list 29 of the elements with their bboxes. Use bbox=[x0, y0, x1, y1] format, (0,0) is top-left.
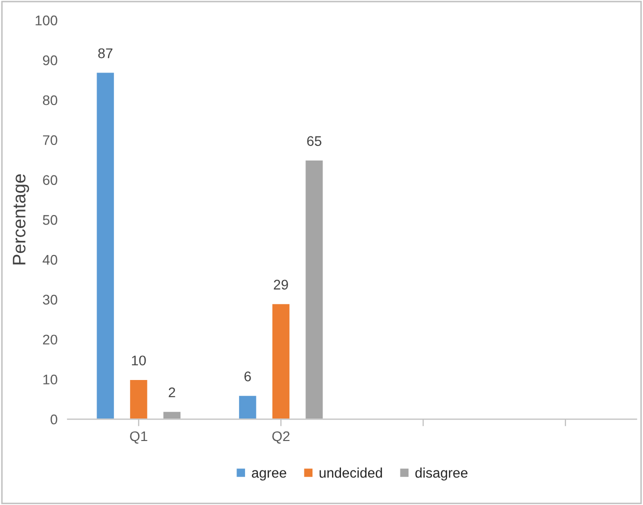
y-tick-label: 100 bbox=[36, 16, 58, 26]
y-tick-label: 0 bbox=[50, 414, 58, 424]
y-tick-label: 90 bbox=[42, 55, 58, 66]
y-tick-label: 60 bbox=[43, 175, 58, 185]
data-label: 87 bbox=[98, 48, 112, 58]
x-tick-label: Q1 bbox=[130, 431, 148, 444]
data-label: 65 bbox=[307, 136, 322, 146]
bar bbox=[95, 71, 116, 420]
y-tick-label: 30 bbox=[42, 294, 58, 305]
bar bbox=[270, 302, 291, 420]
x-tick-label: Q2 bbox=[272, 431, 290, 444]
y-tick-label: 40 bbox=[42, 254, 58, 265]
data-label: 29 bbox=[274, 280, 288, 290]
legend-label: agree bbox=[252, 470, 286, 481]
y-tick-label: 20 bbox=[43, 334, 58, 345]
y-tick-label: 80 bbox=[42, 95, 58, 106]
y-tick-label: 50 bbox=[42, 215, 58, 225]
y-axis-title: Percentage bbox=[12, 174, 30, 264]
bar bbox=[128, 378, 149, 420]
data-label: 2 bbox=[168, 387, 176, 398]
legend-label: undecided bbox=[320, 468, 382, 478]
legend-label: disagree bbox=[415, 468, 468, 481]
y-tick-label: 70 bbox=[43, 135, 58, 146]
bar bbox=[238, 394, 258, 420]
data-label: 10 bbox=[132, 356, 146, 366]
y-tick-label: 10 bbox=[43, 374, 58, 384]
bar bbox=[162, 410, 182, 420]
bar bbox=[304, 159, 324, 420]
data-label: 6 bbox=[244, 372, 251, 382]
